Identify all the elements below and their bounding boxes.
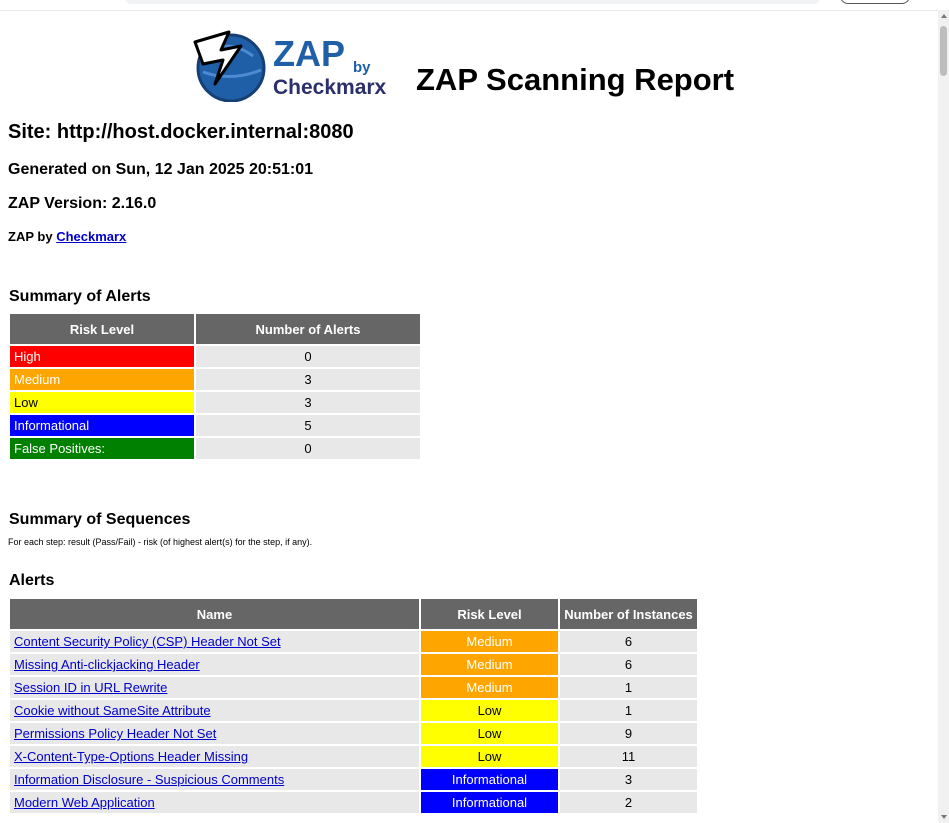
alert-name-link[interactable]: Permissions Policy Header Not Set (14, 726, 217, 741)
summary-alert-count: 5 (196, 415, 420, 436)
alert-name-cell: X-Content-Type-Options Header Missing (10, 746, 419, 767)
report-title: ZAP Scanning Report (416, 62, 735, 97)
number-alerts-header: Number of Alerts (196, 314, 420, 344)
checkmarx-link[interactable]: Checkmarx (56, 229, 127, 244)
alert-name-cell: Cookie without SameSite Attribute (10, 700, 419, 721)
alert-name-link[interactable]: X-Content-Type-Options Header Missing (14, 749, 249, 764)
alert-risk-level: Low (421, 723, 558, 744)
report-page: ZAP by Checkmarx ZAP Scanning Report Sit… (0, 10, 938, 823)
summary-alert-count: 0 (196, 346, 420, 367)
alert-instance-count: 6 (560, 631, 697, 652)
summary-alert-count: 3 (196, 369, 420, 390)
summary-risk-level: Low (10, 392, 194, 413)
generated-heading: Generated on Sun, 12 Jan 2025 20:51:01 (8, 161, 314, 178)
alert-risk-level: Medium (421, 677, 558, 698)
version-heading: ZAP Version: 2.16.0 (8, 195, 157, 212)
summary-risk-level: Informational (10, 415, 194, 436)
browser-button[interactable] (840, 0, 910, 4)
alert-name-link[interactable]: Information Disclosure - Suspicious Comm… (14, 772, 285, 787)
alert-instance-count: 3 (560, 769, 697, 790)
alert-risk-level: Informational (421, 769, 558, 790)
alert-row: Modern Web Application Informational 2 (10, 792, 697, 813)
alert-name-link[interactable]: Session ID in URL Rewrite (14, 680, 168, 695)
summary-risk-level: High (10, 346, 194, 367)
alert-instance-count: 11 (560, 746, 697, 767)
logo-company: Checkmarx (273, 76, 387, 99)
alert-name-cell: Permissions Policy Header Not Set (10, 723, 419, 744)
summary-sequences-heading: Summary of Sequences (9, 511, 191, 528)
summary-header-row: Risk Level Number of Alerts (10, 314, 420, 344)
alerts-heading: Alerts (9, 572, 55, 589)
zap-by-line: ZAP by Checkmarx (8, 229, 126, 244)
alert-name-cell: Content Security Policy (CSP) Header Not… (10, 631, 419, 652)
browser-top-bar (0, 0, 949, 11)
summary-alerts-table: Risk Level Number of Alerts High 0 Medium 3… (8, 312, 422, 461)
summary-row: Low 3 (10, 392, 420, 413)
alert-risk-level: Medium (421, 631, 558, 652)
zap-by-prefix: ZAP by (8, 229, 53, 244)
lightning-bolt-globe-icon: ZAP by Checkmarx (193, 30, 387, 103)
summary-alert-count: 3 (196, 392, 420, 413)
summary-row: False Positives: 0 (10, 438, 420, 459)
alert-risk-header: Risk Level (421, 599, 558, 629)
vertical-scrollbar[interactable] (938, 10, 949, 823)
zap-logo: ZAP by Checkmarx (193, 22, 408, 103)
summary-row: Informational 5 (10, 415, 420, 436)
alert-instance-count: 6 (560, 654, 697, 675)
site-heading: Site: http://host.docker.internal:8080 (8, 121, 354, 143)
alert-risk-level: Medium (421, 654, 558, 675)
summary-row: High 0 (10, 346, 420, 367)
alert-name-link[interactable]: Cookie without SameSite Attribute (14, 703, 211, 718)
alert-instance-count: 9 (560, 723, 697, 744)
alert-name-link[interactable]: Content Security Policy (CSP) Header Not… (14, 634, 281, 649)
alert-instance-count: 1 (560, 700, 697, 721)
alert-risk-level: Low (421, 700, 558, 721)
alert-row: Session ID in URL Rewrite Medium 1 (10, 677, 697, 698)
alert-name-cell: Modern Web Application (10, 792, 419, 813)
alert-risk-level: Informational (421, 792, 558, 813)
alerts-header-row: Name Risk Level Number of Instances (10, 599, 697, 629)
alert-name-link[interactable]: Modern Web Application (14, 795, 155, 810)
alert-instances-header: Number of Instances (560, 599, 697, 629)
alerts-table: Name Risk Level Number of Instances Cont… (8, 597, 699, 815)
alert-name-cell: Information Disclosure - Suspicious Comm… (10, 769, 419, 790)
address-bar[interactable] (125, 0, 820, 4)
alert-row: Cookie without SameSite Attribute Low 1 (10, 700, 697, 721)
scroll-down-icon[interactable] (941, 815, 947, 819)
scroll-up-icon[interactable] (941, 14, 947, 18)
summary-alerts-heading: Summary of Alerts (9, 288, 151, 305)
alert-name-cell: Session ID in URL Rewrite (10, 677, 419, 698)
risk-level-header: Risk Level (10, 314, 194, 344)
summary-alert-count: 0 (196, 438, 420, 459)
alert-instance-count: 2 (560, 792, 697, 813)
alert-row: Information Disclosure - Suspicious Comm… (10, 769, 697, 790)
logo-by: by (353, 59, 371, 76)
scrollbar-thumb[interactable] (940, 26, 947, 76)
logo-brand: ZAP (273, 33, 345, 74)
alert-instance-count: 1 (560, 677, 697, 698)
alert-name-header: Name (10, 599, 419, 629)
sequences-note: For each step: result (Pass/Fail) - risk… (8, 537, 313, 547)
alert-name-link[interactable]: Missing Anti-clickjacking Header (14, 657, 200, 672)
summary-risk-level: Medium (10, 369, 194, 390)
summary-row: Medium 3 (10, 369, 420, 390)
alert-row: Content Security Policy (CSP) Header Not… (10, 631, 697, 652)
alert-row: X-Content-Type-Options Header Missing Low… (10, 746, 697, 767)
alert-row: Permissions Policy Header Not Set Low 9 (10, 723, 697, 744)
alert-row: Missing Anti-clickjacking Header Medium 6 (10, 654, 697, 675)
summary-risk-level: False Positives: (10, 438, 194, 459)
alert-name-cell: Missing Anti-clickjacking Header (10, 654, 419, 675)
alert-risk-level: Low (421, 746, 558, 767)
